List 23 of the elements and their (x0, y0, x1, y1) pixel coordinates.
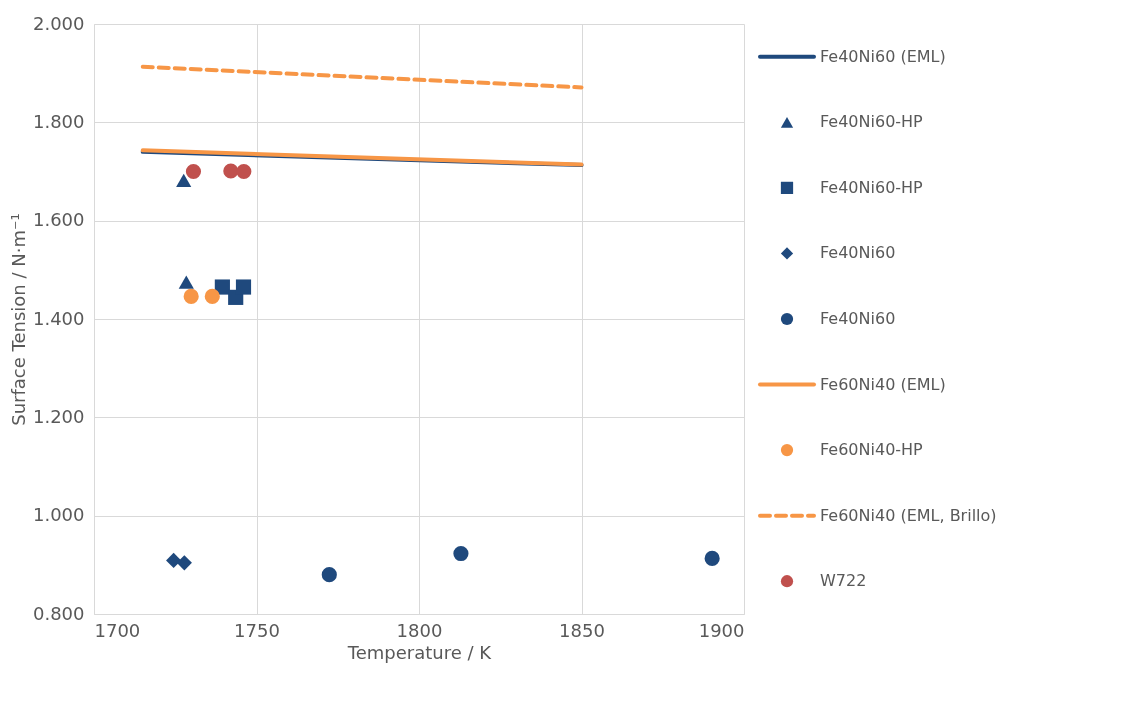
y-tick-label: 0.800 (32, 602, 85, 624)
legend-label: Fe60Ni40-HP (820, 440, 924, 460)
x-axis-title: Temperature / K (346, 641, 493, 663)
legend-label: W722 (820, 571, 867, 591)
legend-label: Fe40Ni60 (820, 309, 896, 328)
legend-label: Fe40Ni60-HP (820, 177, 924, 197)
legend-label: Fe40Ni60 (EML) (820, 46, 946, 66)
x-tick-label: 1750 (234, 619, 280, 641)
y-tick-label: 1.200 (32, 405, 85, 427)
legend-label: Fe60Ni40 (EML) (820, 374, 946, 394)
y-tick-label: 1.400 (32, 307, 85, 329)
y-tick-label: 1.600 (32, 209, 85, 231)
legend-label: Fe40Ni60-HP (820, 112, 924, 132)
legend-label: Fe60Ni40 (EML, Brillo) (820, 505, 997, 525)
y-tick-label: 1.800 (32, 110, 85, 132)
y-axis-title: Surface Tension / N·m⁻¹ (7, 213, 29, 426)
y-tick-label: 1.000 (32, 504, 85, 526)
x-tick-label: 1800 (396, 619, 443, 641)
x-tick-label: 1850 (559, 619, 605, 641)
y-tick-label: 2.000 (32, 12, 85, 34)
legend-label: Fe40Ni60 (820, 243, 896, 263)
x-tick-label: 1700 (94, 619, 141, 641)
x-tick-label: 1900 (698, 619, 745, 641)
